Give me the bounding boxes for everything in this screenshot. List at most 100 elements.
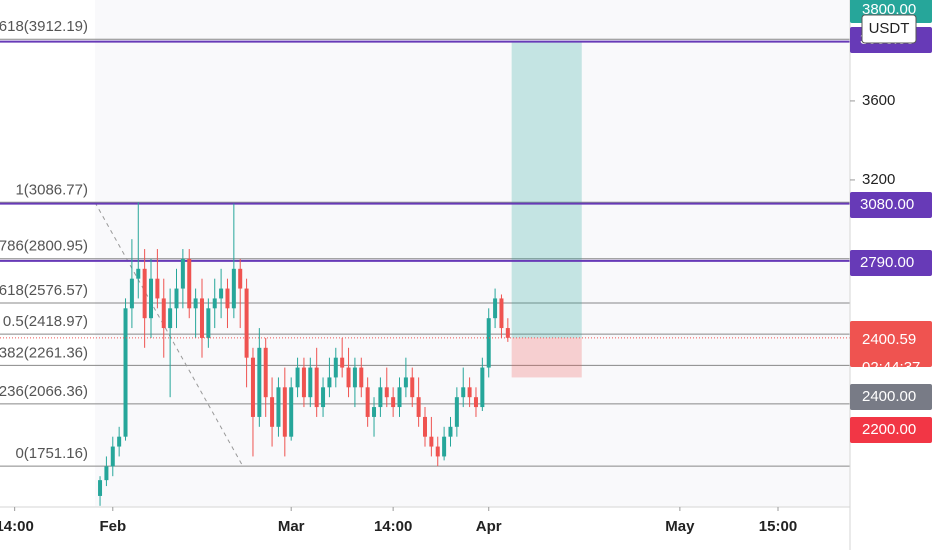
candle-body bbox=[180, 258, 185, 289]
candle-body bbox=[295, 367, 300, 388]
price-tag bbox=[850, 321, 932, 367]
candle-body bbox=[231, 268, 236, 309]
candle-body bbox=[142, 268, 147, 319]
x-tick-label: 14:00 bbox=[0, 518, 34, 535]
candle-body bbox=[397, 387, 402, 408]
candle-body bbox=[505, 328, 510, 338]
candle-body bbox=[454, 397, 459, 427]
candle-body bbox=[212, 298, 217, 309]
candle-body bbox=[321, 387, 326, 408]
candle-body bbox=[384, 387, 389, 398]
x-tick-label: May bbox=[665, 518, 695, 535]
candle-body bbox=[193, 298, 198, 309]
candle-body bbox=[448, 426, 453, 437]
candle-body bbox=[257, 347, 262, 417]
candle-body bbox=[199, 298, 204, 338]
price-tag bbox=[850, 192, 932, 218]
candle-body bbox=[149, 278, 154, 319]
candle-body bbox=[333, 357, 338, 378]
candle-body bbox=[174, 288, 179, 309]
price-tag-label: 2790.00 bbox=[860, 254, 914, 271]
candle-body bbox=[282, 387, 287, 437]
plot-shade bbox=[95, 0, 850, 507]
price-tag bbox=[850, 250, 932, 276]
candle-body bbox=[168, 308, 173, 329]
candle-body bbox=[461, 387, 466, 398]
candle-body bbox=[473, 397, 478, 408]
candle-body bbox=[136, 268, 141, 279]
currency-box bbox=[861, 14, 917, 44]
candle-body bbox=[238, 268, 243, 289]
candle-body bbox=[378, 387, 383, 408]
candle-body bbox=[359, 367, 364, 388]
x-tick-label: Feb bbox=[99, 518, 126, 535]
candle-body bbox=[98, 480, 103, 496]
candle-body bbox=[187, 258, 192, 309]
price-tag-label: 3080.00 bbox=[860, 196, 914, 213]
countdown-label: 02:44:37 bbox=[862, 359, 920, 376]
candle-body bbox=[270, 397, 275, 427]
candle-body bbox=[327, 377, 332, 388]
candle-body bbox=[416, 397, 421, 417]
currency-label: USDT bbox=[869, 20, 910, 37]
candle-body bbox=[104, 466, 109, 481]
price-tag-label: 2400.00 bbox=[862, 388, 916, 405]
candle-body bbox=[276, 387, 281, 427]
candle-body bbox=[372, 407, 377, 417]
candle-body bbox=[391, 397, 396, 408]
candle-body bbox=[263, 347, 268, 398]
candle-body bbox=[423, 416, 427, 437]
candle-body bbox=[314, 367, 319, 408]
candle-body bbox=[244, 288, 249, 358]
candle-body bbox=[467, 387, 472, 398]
x-tick-label: 15:00 bbox=[759, 518, 797, 535]
position-profit bbox=[511, 41, 582, 338]
x-tick-label: Mar bbox=[278, 518, 305, 535]
candle-body bbox=[429, 436, 434, 447]
candle-body bbox=[161, 298, 166, 329]
candle-body bbox=[289, 387, 294, 437]
candle-body bbox=[110, 446, 115, 467]
candle-body bbox=[219, 288, 224, 299]
fib-label: 0.5(2418.97) bbox=[3, 313, 88, 330]
candle-body bbox=[123, 308, 128, 437]
candle-body bbox=[499, 298, 504, 329]
candle-body bbox=[250, 357, 255, 417]
candle-body bbox=[480, 367, 485, 408]
candle-body bbox=[365, 387, 370, 417]
y-tick-label: 3600 bbox=[862, 92, 895, 109]
candle-body bbox=[410, 377, 415, 398]
candle-body bbox=[340, 357, 345, 368]
price-tag-label: 3800.00 bbox=[862, 1, 916, 18]
position-loss bbox=[511, 337, 582, 378]
candle-body bbox=[117, 436, 122, 447]
trend-line bbox=[94, 202, 244, 467]
fib-label: 1(3086.77) bbox=[15, 181, 88, 198]
candle-body bbox=[155, 278, 160, 299]
price-tag-label: 2400.59 bbox=[862, 331, 916, 348]
candle-body bbox=[403, 377, 408, 388]
candle-body bbox=[301, 367, 306, 398]
candle-body bbox=[486, 318, 491, 368]
plot-area: 1.618(3912.19) 1(3086.77) 0.786(2800.95) 0.… bbox=[0, 18, 850, 506]
price-tag-label: 2200.00 bbox=[862, 421, 916, 438]
candle-body bbox=[352, 367, 357, 388]
candle-body bbox=[346, 367, 351, 388]
fib-label: 1.618(3912.19) bbox=[0, 18, 88, 35]
fib-label: 0.618(2576.57) bbox=[0, 282, 88, 299]
fib-label: 0(1751.16) bbox=[15, 445, 88, 462]
fib-label: 0.236(2066.36) bbox=[0, 383, 88, 400]
candle-body bbox=[129, 278, 134, 309]
candle-body bbox=[493, 298, 498, 319]
candle-body bbox=[435, 446, 440, 457]
x-tick-label: Apr bbox=[476, 518, 502, 535]
fib-label: 0.786(2800.95) bbox=[0, 238, 88, 255]
candle-body bbox=[225, 288, 230, 309]
candle-body bbox=[308, 367, 313, 398]
candle-body bbox=[442, 436, 447, 457]
price-tag bbox=[850, 384, 932, 410]
x-tick-label: 14:00 bbox=[374, 518, 412, 535]
candle-body bbox=[206, 308, 211, 338]
fib-label: 0.382(2261.36) bbox=[0, 344, 88, 361]
